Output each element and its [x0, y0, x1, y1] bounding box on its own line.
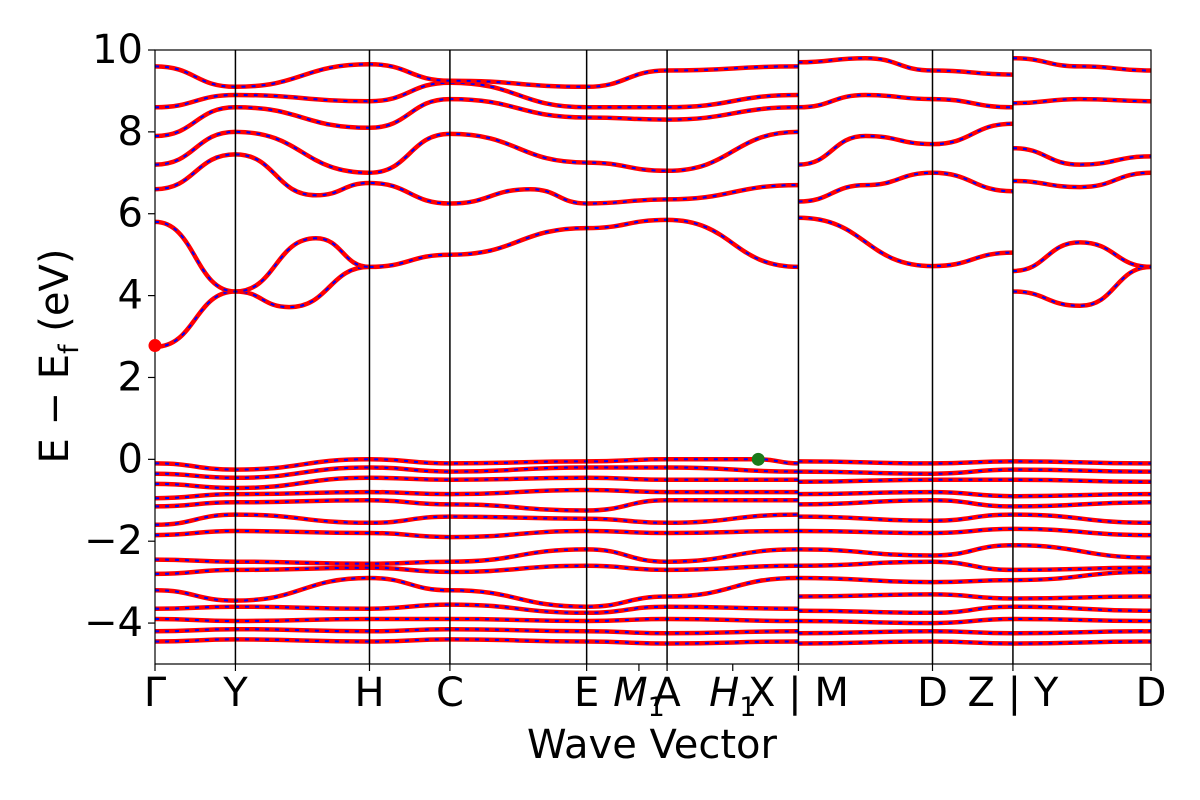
band-11-blue	[798, 171, 1013, 203]
band-6-red	[155, 152, 799, 206]
y-ticks: −4 −2 0 2 4 6 8 10	[84, 27, 155, 646]
vbm-marker	[751, 452, 765, 466]
x-tick-label: A	[653, 670, 681, 716]
band-38-red	[798, 512, 1151, 526]
band-13-red	[798, 92, 1013, 110]
band-16-blue	[1012, 147, 1151, 166]
band-4-red	[1012, 264, 1151, 309]
band-47-red	[798, 639, 1151, 646]
band-41-red	[798, 559, 1151, 573]
band-28-red	[155, 575, 799, 609]
x-tick-label: H1	[709, 670, 756, 723]
y-tick-label: 2	[118, 354, 143, 400]
band-3-blue	[798, 216, 1013, 268]
y-axis-label-main: E − E	[32, 354, 78, 464]
x-tick-label: H	[354, 670, 384, 716]
band-2-red	[369, 217, 799, 270]
y-tick-label: 4	[118, 273, 143, 319]
band-0-red	[155, 264, 370, 350]
band-33-red	[798, 459, 1151, 466]
band-40-blue	[798, 544, 1151, 559]
kpoint-lines	[234, 50, 1014, 664]
band-1-red	[155, 219, 370, 294]
x-tick-label: D	[1136, 670, 1167, 716]
band-15-red	[1012, 170, 1151, 190]
x-ticks: Γ Y H C E M1A H1X | M D Z | Y D	[144, 664, 1167, 723]
y-axis-label-tail: (eV)	[32, 249, 78, 345]
band-7-blue	[155, 130, 799, 174]
y-tick-label: 8	[118, 109, 143, 155]
band-35-blue	[798, 478, 1151, 483]
bands	[155, 55, 1151, 646]
y-tick-label: 6	[118, 191, 143, 237]
y-axis-label-sub: f	[54, 343, 85, 354]
band-44-red	[798, 604, 1151, 616]
band-12-blue	[798, 122, 1013, 166]
band-39-red	[798, 526, 1151, 538]
x-tick-label: X | M	[748, 670, 849, 716]
band-27-red	[155, 563, 799, 577]
band-18-blue	[1012, 57, 1151, 72]
band-36-red	[798, 489, 1151, 499]
markers	[148, 339, 765, 466]
x-tick-label: C	[436, 670, 464, 716]
band-43-red	[798, 592, 1151, 601]
band-26-blue	[155, 548, 799, 565]
band-3-red	[798, 215, 1013, 269]
x-tick-label: M1	[613, 670, 665, 723]
cbm-marker	[148, 339, 162, 353]
band-37-red	[798, 498, 1151, 509]
y-axis-label: E − Ef (eV)	[32, 249, 85, 464]
band-46-red	[798, 629, 1151, 636]
y-tick-label: 0	[118, 436, 143, 482]
band-45-red	[798, 616, 1151, 626]
plot-frame	[154, 49, 1152, 665]
x-tick-label: Γ	[144, 670, 167, 716]
y-tick-label: 10	[92, 27, 143, 73]
y-tick-label: −4	[84, 600, 143, 646]
x-axis-label: Wave Vector	[527, 722, 778, 768]
band-14-red	[798, 55, 1013, 77]
band-19-blue	[155, 458, 799, 471]
x-tick-label: D	[917, 670, 948, 716]
band-15-blue	[1012, 171, 1151, 189]
band-42-red	[798, 569, 1151, 585]
band-34-red	[798, 467, 1151, 476]
band-5-blue	[1012, 241, 1151, 272]
x-tick-label: E	[574, 670, 599, 716]
band-17-blue	[1012, 98, 1151, 105]
y-tick-label: −2	[84, 518, 143, 564]
x-tick-label: Y	[222, 670, 248, 716]
x-tick-label: Z | Y	[968, 670, 1059, 716]
band-4-blue	[1012, 265, 1151, 307]
